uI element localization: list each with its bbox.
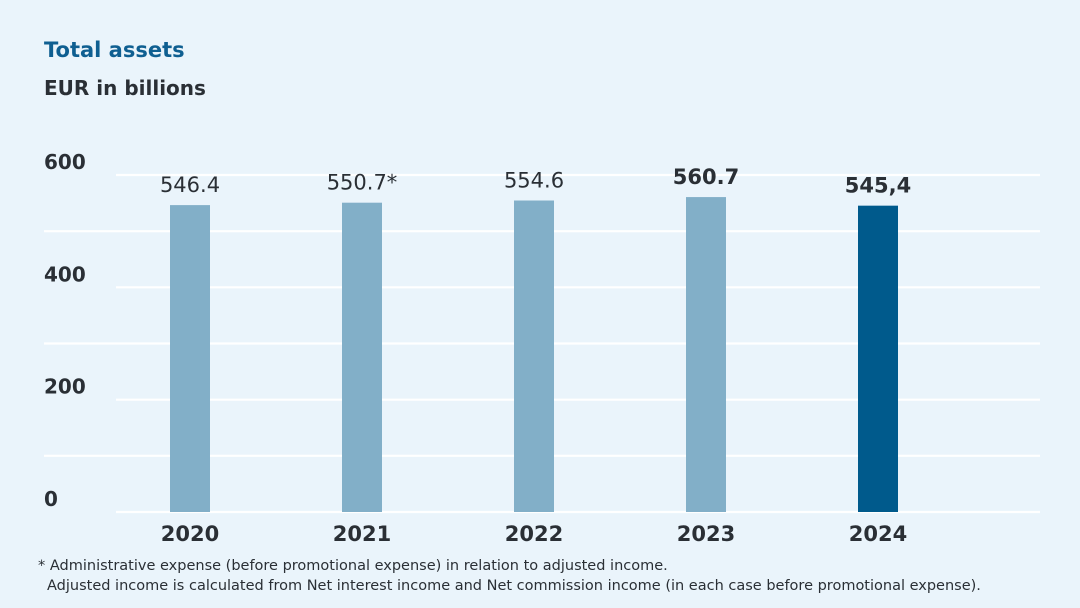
bar-2021 bbox=[342, 202, 382, 512]
footnote-line-1: * Administrative expense (before promoti… bbox=[38, 558, 668, 574]
data-label-2020: 546.4 bbox=[160, 173, 220, 197]
bar-2023 bbox=[686, 197, 726, 513]
x-category-label: 2022 bbox=[505, 522, 563, 546]
data-label-2021: 550.7* bbox=[327, 171, 398, 195]
chart-title: Total assets bbox=[44, 38, 185, 62]
footnote: * Administrative expense (before promoti… bbox=[38, 556, 981, 596]
y-tick-label: 400 bbox=[44, 262, 86, 286]
x-category-label: 2020 bbox=[161, 522, 219, 546]
x-category-label: 2021 bbox=[333, 522, 391, 546]
y-tick-label: 600 bbox=[44, 150, 86, 174]
y-tick-label: 0 bbox=[44, 487, 58, 511]
label-layer: 0 200 400 600 546.4 2020 550.7* 2021 554.6 2022 56… bbox=[44, 150, 911, 546]
bar-2022 bbox=[514, 200, 554, 512]
bar-2020 bbox=[170, 205, 210, 512]
data-label-2023: 560.7 bbox=[673, 165, 739, 189]
bar-layer bbox=[170, 197, 898, 513]
footnote-line-2: Adjusted income is calculated from Net i… bbox=[47, 578, 981, 594]
chart-subtitle: EUR in billions bbox=[44, 76, 206, 100]
bar-2024 bbox=[858, 205, 898, 513]
data-label-2024: 545,4 bbox=[845, 174, 911, 198]
data-label-2022: 554.6 bbox=[504, 168, 564, 192]
x-category-label: 2024 bbox=[849, 522, 907, 546]
y-tick-label: 200 bbox=[44, 375, 86, 399]
x-category-label: 2023 bbox=[677, 522, 735, 546]
